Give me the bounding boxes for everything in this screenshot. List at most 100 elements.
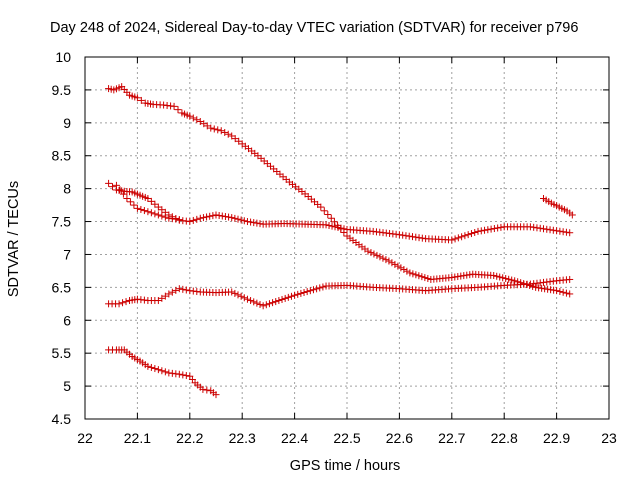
plot-frame (84, 56, 610, 420)
data-point-track-b (225, 213, 233, 221)
data-point-track-b (337, 224, 345, 232)
data-point-track-b (240, 217, 248, 225)
data-point-track-b (325, 221, 333, 229)
data-point-track-c (119, 299, 127, 307)
y-tick-label: 7.5 (52, 214, 72, 230)
data-point-track-c (313, 285, 321, 293)
data-point-track-c (115, 300, 123, 308)
data-point-track-b (334, 223, 342, 231)
data-point-track-c (272, 298, 280, 306)
data-point-track-b (147, 197, 155, 205)
x-tick-label: 22.7 (438, 430, 465, 446)
data-point-track-a (174, 106, 182, 114)
data-point-track-b (199, 214, 207, 222)
data-point-track-a (137, 96, 145, 104)
data-point-track-a (388, 259, 396, 267)
data-point-track-c (234, 291, 242, 299)
data-point-track-a (189, 114, 197, 122)
data-point-track-b (256, 220, 264, 228)
data-point-track-e (147, 209, 155, 217)
data-point-track-a (379, 254, 387, 262)
data-point-track-c (237, 292, 245, 300)
data-point-track-d (179, 371, 187, 379)
data-point-track-c (250, 298, 258, 306)
data-point-track-a (553, 287, 561, 295)
data-point-track-b (151, 200, 159, 208)
data-point-track-a (391, 260, 399, 268)
data-point-track-d (203, 386, 211, 394)
data-point-track-c (179, 285, 187, 293)
data-point-track-b (144, 195, 152, 203)
data-point-track-d (182, 372, 190, 380)
data-point-track-a (214, 126, 222, 134)
data-point-track-a (373, 251, 381, 259)
data-point-track-a (505, 275, 513, 283)
data-point-track-d (158, 367, 166, 375)
y-tick-label: 9 (63, 115, 71, 131)
data-point-track-b (237, 216, 245, 224)
data-point-track-b (203, 213, 211, 221)
data-point-track-b (487, 225, 495, 233)
data-point-track-a (364, 247, 372, 255)
data-point-track-a (400, 265, 408, 273)
data-point-track-c (240, 294, 248, 302)
data-point-track-a (207, 124, 215, 132)
data-point-track-c (165, 290, 173, 298)
data-point-track-c (281, 294, 289, 302)
data-point-track-c (253, 299, 261, 307)
data-point-track-b (196, 214, 204, 222)
x-tick-label: 22.6 (386, 430, 413, 446)
y-tick-label: 5 (63, 378, 71, 394)
y-tick-label: 10 (55, 49, 71, 65)
data-point-track-a (376, 253, 384, 261)
data-point-track-b (340, 225, 348, 233)
x-tick-label: 22.1 (124, 430, 151, 446)
data-point-track-a (382, 256, 390, 264)
data-point-track-e (112, 181, 120, 189)
data-point-track-b (481, 226, 489, 234)
data-point-track-b (243, 218, 251, 226)
data-point-track-c (122, 298, 130, 306)
data-point-track-b (218, 212, 226, 220)
data-point-track-a (193, 116, 201, 124)
y-tick-label: 7 (63, 246, 71, 262)
data-point-track-b (451, 235, 459, 243)
data-point-track-c (243, 295, 251, 303)
data-point-track-b (464, 231, 472, 239)
data-point-track-a (385, 257, 393, 265)
data-point-track-b (454, 234, 462, 242)
y-tick-label: 4.5 (52, 411, 72, 427)
x-tick-label: 22.3 (229, 430, 256, 446)
data-point-track-d (175, 370, 183, 378)
data-point-track-b (228, 214, 236, 222)
data-point-track-e (158, 212, 166, 220)
data-point-track-c (284, 293, 292, 301)
data-point-track-a (224, 130, 232, 138)
data-point-track-c (265, 300, 273, 308)
data-point-track-d (144, 362, 152, 370)
y-tick-label: 9.5 (52, 82, 72, 98)
data-point-track-e (119, 190, 127, 198)
y-tick-label: 6.5 (52, 279, 72, 295)
data-point-track-a (490, 272, 498, 280)
x-tick-label: 22.8 (491, 430, 518, 446)
data-point-track-b (250, 219, 258, 227)
data-point-track-a (415, 272, 423, 280)
data-point-track-a (559, 288, 567, 296)
data-points (105, 83, 576, 399)
data-point-track-b (206, 212, 214, 220)
data-point-track-a (133, 94, 141, 102)
data-point-track-a (508, 276, 516, 284)
data-point-track-e (154, 211, 162, 219)
data-point-track-c (172, 286, 180, 294)
data-point-track-a (370, 250, 378, 258)
chart-title: Day 248 of 2024, Sidereal Day-to-day VTE… (50, 20, 578, 36)
data-point-track-a (421, 274, 429, 282)
data-point-track-b (247, 218, 255, 226)
data-point-track-e (140, 207, 148, 215)
data-point-track-e (123, 195, 131, 203)
data-point-track-c (256, 300, 264, 308)
data-point-track-a (418, 273, 426, 281)
data-point-track-c (278, 295, 286, 303)
data-point-track-a (367, 249, 375, 257)
